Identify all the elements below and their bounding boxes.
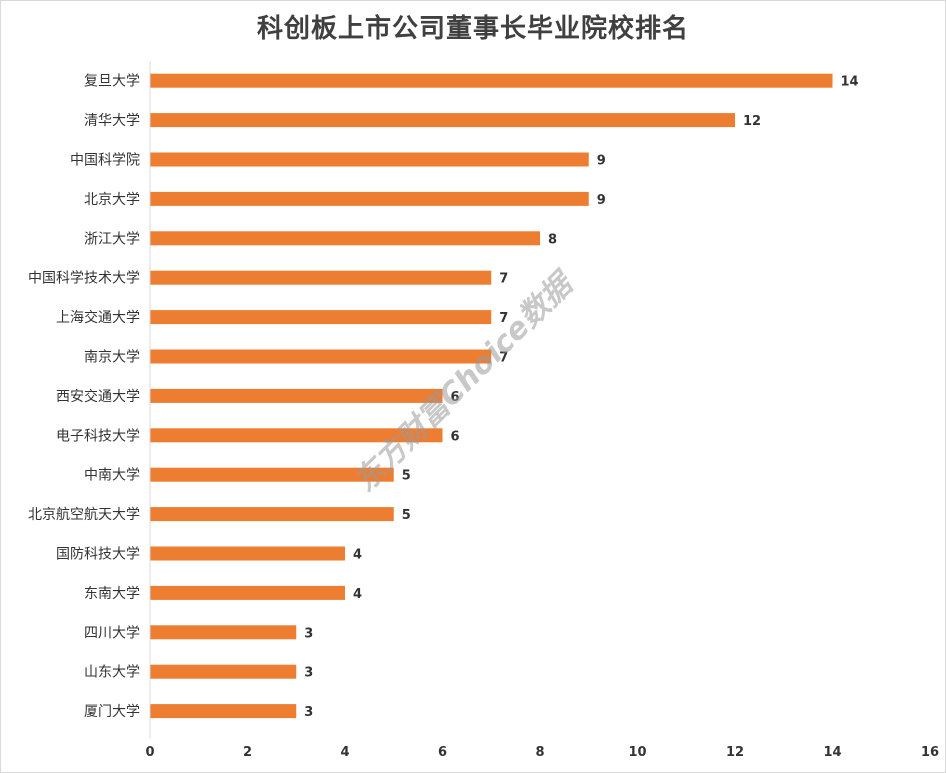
category-label: 国防科技大学: [56, 547, 140, 563]
chart-title: 科创板上市公司董事长毕业院校排名: [256, 14, 689, 44]
x-tick-label: 0: [145, 745, 154, 760]
x-tick-label: 8: [535, 745, 544, 760]
category-label: 北京航空航天大学: [28, 507, 140, 523]
bar-2: [150, 113, 735, 128]
data-label: 7: [499, 311, 508, 326]
category-label: 中国科学院: [70, 153, 140, 169]
x-tick-label: 14: [823, 745, 841, 760]
data-label: 5: [402, 508, 411, 523]
data-label: 3: [304, 666, 313, 681]
category-label: 浙江大学: [84, 231, 140, 247]
category-label: 四川大学: [84, 625, 140, 641]
watermark-text: 东方财富Choice数据: [348, 264, 583, 499]
data-label: 8: [548, 232, 557, 247]
category-label: 厦门大学: [84, 704, 140, 720]
category-label: 南京大学: [84, 350, 140, 366]
data-label: 3: [304, 626, 313, 641]
category-label: 北京大学: [84, 192, 140, 208]
data-label: 9: [597, 193, 606, 208]
bar-17: [150, 704, 297, 719]
bar-4: [150, 191, 589, 206]
x-tick-label: 10: [628, 745, 646, 760]
bar-14: [150, 585, 345, 600]
data-label: 6: [451, 390, 460, 405]
category-label: 电子科技大学: [56, 428, 140, 444]
bar-7: [150, 310, 492, 325]
bar-11: [150, 467, 394, 482]
data-label: 4: [353, 548, 362, 563]
data-label: 9: [597, 154, 606, 169]
bar-3: [150, 152, 589, 167]
category-label: 山东大学: [84, 665, 140, 681]
bar-10: [150, 428, 443, 443]
category-label: 西安交通大学: [56, 388, 140, 405]
bar-12: [150, 507, 394, 522]
bar-15: [150, 625, 297, 640]
category-label: 复旦大学: [84, 73, 140, 90]
bar-5: [150, 231, 540, 246]
bar-9: [150, 388, 443, 403]
x-tick-label: 2: [243, 745, 252, 760]
data-label: 6: [451, 429, 460, 444]
data-label: 5: [402, 469, 411, 484]
data-label: 3: [304, 705, 313, 720]
x-tick-label: 16: [921, 745, 939, 760]
data-label: 4: [353, 587, 362, 602]
bar-1: [150, 73, 833, 88]
bar-16: [150, 664, 297, 679]
data-label: 12: [743, 114, 761, 129]
data-label: 7: [499, 272, 508, 287]
category-label: 中南大学: [84, 468, 140, 484]
data-label: 7: [499, 351, 508, 366]
category-label: 东南大学: [84, 586, 140, 602]
bar-6: [150, 270, 492, 285]
x-tick-label: 12: [726, 745, 744, 760]
category-label: 清华大学: [84, 113, 140, 129]
data-label: 14: [841, 75, 859, 90]
x-tick-label: 6: [438, 745, 447, 760]
category-label: 上海交通大学: [56, 309, 140, 326]
bar-8: [150, 349, 492, 364]
category-label: 中国科学技术大学: [28, 271, 140, 287]
bar-13: [150, 546, 345, 561]
x-tick-label: 4: [340, 745, 349, 760]
